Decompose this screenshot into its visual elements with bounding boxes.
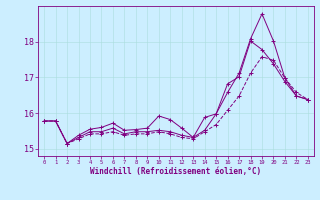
X-axis label: Windchill (Refroidissement éolien,°C): Windchill (Refroidissement éolien,°C) bbox=[91, 167, 261, 176]
